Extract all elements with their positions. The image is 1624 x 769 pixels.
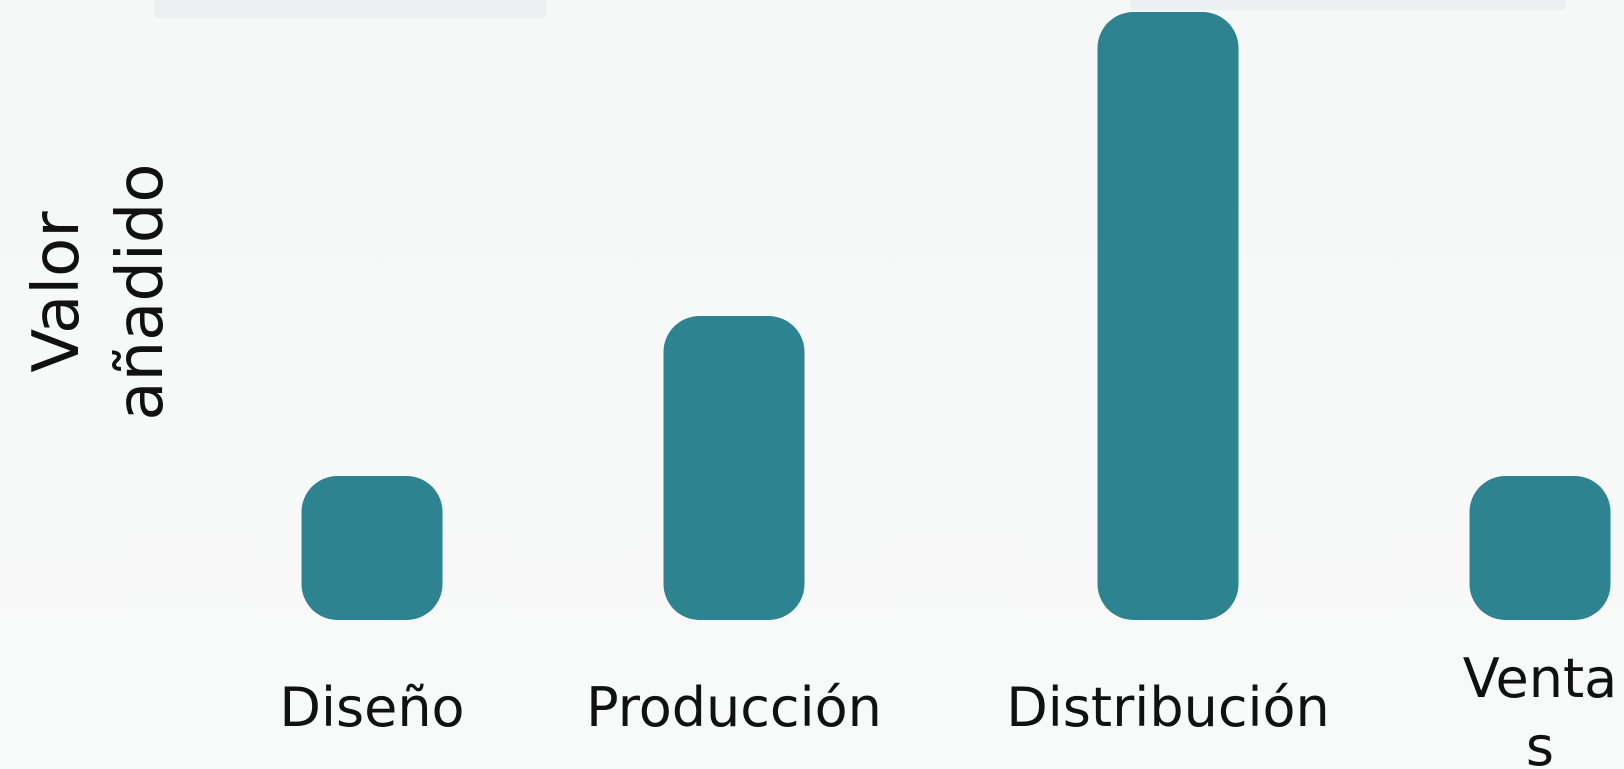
y-axis-label-line-2: añadido xyxy=(104,163,178,420)
top-left-band xyxy=(154,0,546,18)
x-tick-label-line: Distribución xyxy=(1006,676,1330,739)
y-axis-label-line-1: Valor xyxy=(20,211,94,373)
bar-produccion xyxy=(663,316,805,620)
x-axis-labels: Diseño Producción Distribución Venta s xyxy=(279,647,1617,769)
x-tick-label-line: Producción xyxy=(586,676,882,739)
top-right-band xyxy=(1130,0,1566,10)
x-tick-label-line: Venta xyxy=(1463,647,1617,710)
x-tick-label-distribucion: Distribución xyxy=(1006,676,1330,739)
bar-venta-s xyxy=(1469,476,1611,620)
x-tick-label-line: s xyxy=(1526,715,1554,769)
bar-distribucion xyxy=(1097,12,1239,620)
x-tick-label-produccion: Producción xyxy=(586,676,882,739)
x-tick-label-diseno: Diseño xyxy=(279,676,464,739)
x-tick-label-line: Diseño xyxy=(279,676,464,739)
bars xyxy=(301,12,1611,620)
x-tick-label-venta-s: Venta s xyxy=(1463,647,1617,769)
y-axis-label: Valor añadido xyxy=(20,163,178,420)
bar-diseno xyxy=(301,476,443,620)
